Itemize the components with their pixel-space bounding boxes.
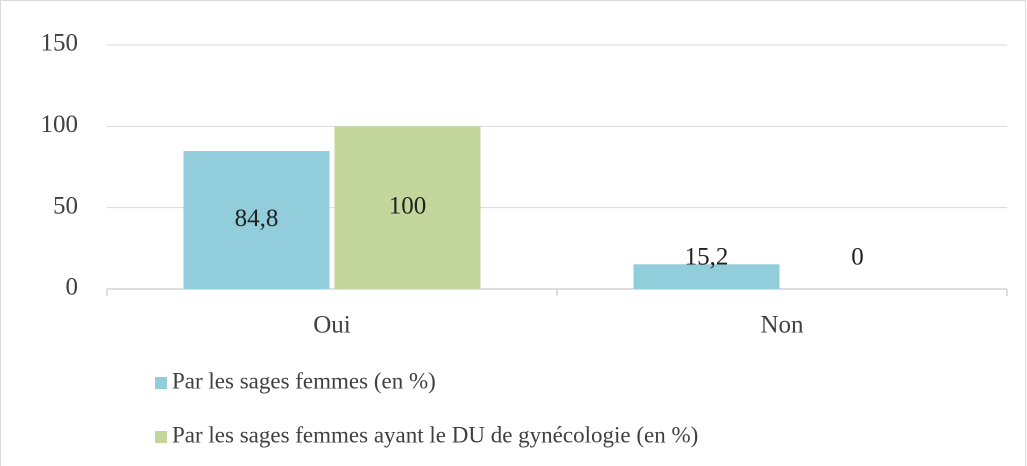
- y-tick-label: 0: [66, 274, 79, 301]
- y-tick-label: 100: [41, 111, 79, 138]
- bar: [334, 126, 481, 289]
- legend-label: Par les sages femmes (en %): [172, 368, 436, 393]
- y-tick-label: 50: [53, 192, 78, 219]
- legend-swatch: [155, 377, 167, 389]
- x-tick-label: Oui: [313, 312, 351, 339]
- x-tick-label: Non: [760, 312, 804, 339]
- data-label: 15,2: [685, 244, 729, 271]
- bar: [183, 151, 330, 289]
- legend-swatch: [155, 431, 167, 443]
- y-tick-label: 150: [41, 30, 79, 57]
- data-label: 0: [851, 244, 864, 271]
- data-label: 84,8: [235, 205, 279, 232]
- data-label: 100: [389, 192, 427, 219]
- legend-label: Par les sages femmes ayant le DU de gyné…: [172, 422, 698, 447]
- bar: [633, 264, 780, 289]
